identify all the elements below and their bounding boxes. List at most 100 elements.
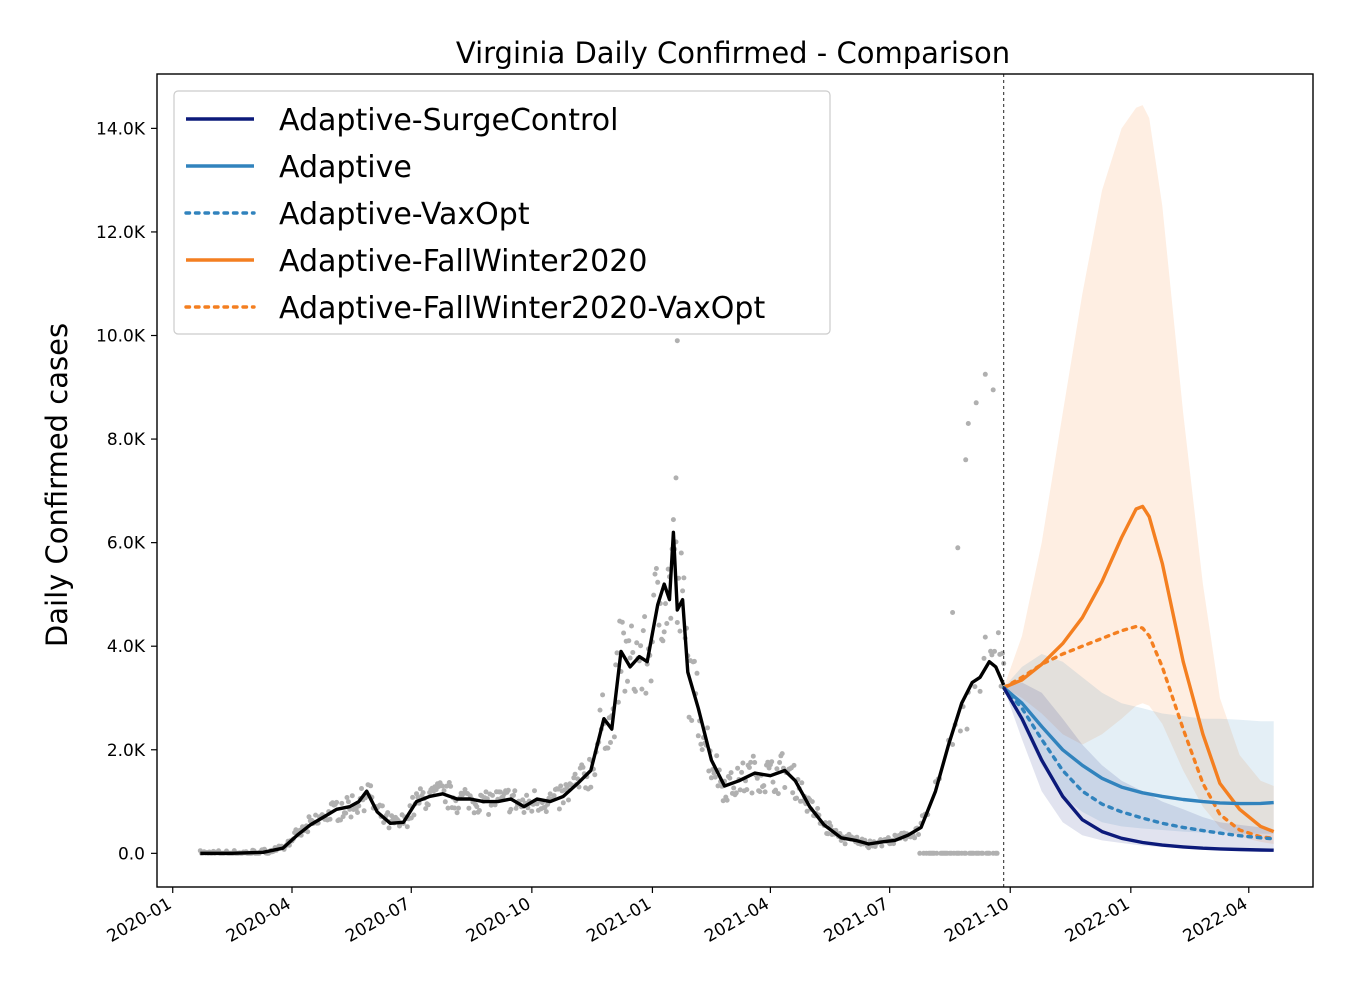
observed-point — [762, 789, 768, 795]
observed-point — [558, 783, 564, 789]
observed-point — [442, 799, 448, 805]
observed-point — [770, 779, 776, 785]
observed-point — [680, 588, 686, 594]
observed-point — [854, 834, 860, 840]
observed-point — [513, 805, 519, 811]
observed-point — [825, 831, 831, 837]
observed-point — [950, 742, 956, 747]
observed-point — [714, 753, 720, 759]
y-tick-label: 12.0K — [96, 223, 146, 243]
observed-point — [306, 814, 312, 820]
observed-point — [775, 791, 781, 797]
observed-point — [293, 827, 299, 833]
observed-point — [389, 813, 395, 819]
series-line-adaptive-fallwinter2020-vaxopt — [1002, 624, 1276, 840]
observed-point — [731, 785, 737, 791]
observed-point — [715, 783, 721, 789]
y-tick-label: 4.0K — [107, 637, 146, 657]
observed-point — [632, 688, 638, 694]
observed-point — [986, 850, 992, 856]
observed-point — [804, 808, 810, 814]
observed-point — [614, 650, 620, 656]
observed-point — [757, 789, 763, 795]
observed-point — [622, 688, 628, 694]
observed-point — [885, 835, 891, 841]
y-tick-label: 8.0K — [107, 430, 146, 450]
observed-point — [674, 620, 680, 625]
observed-point — [313, 812, 319, 818]
observed-point — [566, 797, 571, 803]
legend-label: Adaptive-FallWinter2020-VaxOpt — [279, 291, 765, 326]
observed-point — [339, 800, 345, 806]
observed-point-outlier — [973, 400, 979, 406]
observed-point — [708, 775, 714, 781]
observed-point — [605, 745, 611, 751]
observed-point — [511, 792, 516, 798]
observed-point — [338, 817, 343, 823]
observed-point — [529, 808, 535, 814]
observed-point — [625, 678, 630, 684]
observed-point — [769, 759, 775, 765]
observed-point — [600, 692, 606, 698]
observed-point — [728, 770, 734, 776]
observed-point — [994, 850, 1000, 856]
observed-point — [681, 575, 687, 581]
observed-point — [497, 789, 503, 795]
observed-point — [737, 787, 743, 793]
observed-point-outlier — [673, 475, 679, 481]
observed-point — [334, 799, 340, 805]
observed-point — [615, 699, 621, 705]
observed-point — [597, 707, 603, 713]
observed-point — [379, 803, 385, 809]
observed-point — [588, 784, 594, 790]
observed-point — [454, 810, 460, 816]
observed-point — [490, 792, 495, 798]
observed-point — [957, 728, 963, 734]
observed-point — [411, 812, 417, 818]
observed-point — [916, 832, 921, 837]
observed-point — [512, 788, 518, 794]
observed-point — [640, 628, 646, 634]
observed-point — [653, 566, 659, 571]
observed-point — [727, 775, 733, 781]
observed-point — [746, 765, 752, 770]
observed-point — [977, 688, 983, 694]
observed-point — [791, 762, 797, 768]
y-tick-label: 6.0K — [107, 534, 146, 554]
observed-point — [446, 780, 452, 785]
observed-point — [613, 662, 619, 668]
series-line-adaptive-vaxopt — [1002, 685, 1276, 841]
observed-point — [476, 808, 482, 813]
observed-point — [564, 785, 570, 791]
y-axis-label: Daily Confirmed cases — [40, 323, 74, 647]
observed-point — [989, 652, 995, 658]
observed-point — [630, 650, 636, 655]
observed-point — [815, 806, 821, 811]
observed-point — [705, 725, 710, 731]
observed-point — [441, 788, 447, 794]
observed-point — [404, 824, 410, 830]
observed-point — [779, 751, 785, 757]
observed-point — [963, 850, 969, 856]
observed-point — [799, 780, 805, 786]
observed-point — [466, 805, 472, 811]
observed-point — [698, 741, 704, 747]
observed-point — [642, 614, 648, 620]
legend-box — [173, 90, 831, 335]
observed-point-outlier — [674, 338, 680, 344]
observed-point — [733, 790, 739, 796]
observed-point — [626, 638, 632, 644]
observed-point — [689, 718, 695, 723]
legend: Adaptive-SurgeControl Adaptive Adaptive-Va… — [173, 90, 831, 335]
observed-point — [386, 825, 392, 831]
observed-point — [665, 566, 671, 572]
observed-point — [706, 768, 712, 774]
observed-point — [652, 571, 658, 577]
observed-point — [917, 850, 923, 856]
axes-frame — [156, 73, 1314, 888]
observed-point — [777, 760, 783, 765]
observed-point — [492, 802, 498, 808]
observed-point — [444, 783, 450, 789]
observed-point — [720, 798, 726, 804]
